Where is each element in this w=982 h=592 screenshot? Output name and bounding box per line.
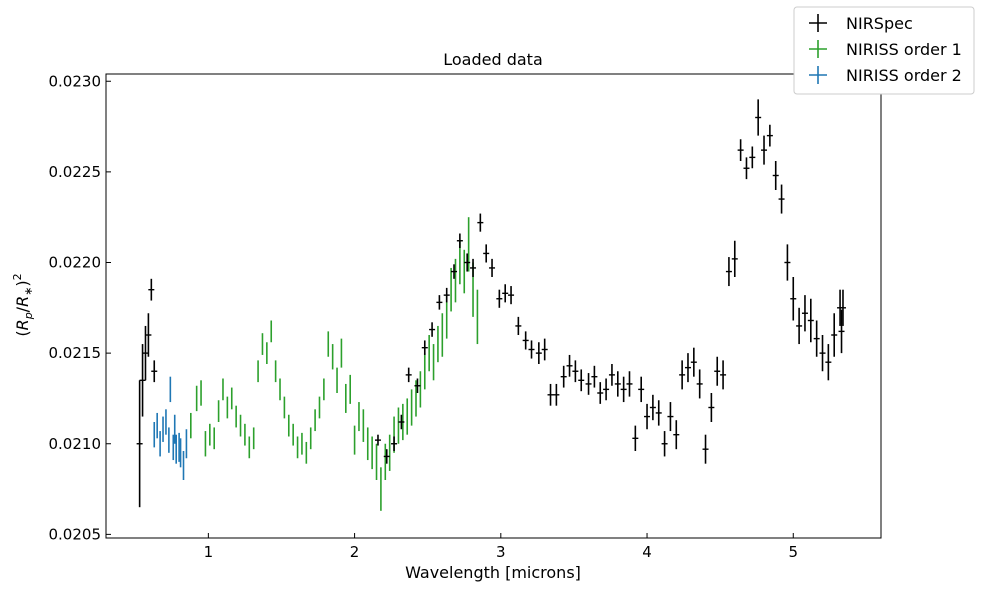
y-axis-label: (Rp/R∗)2 (11, 273, 35, 336)
series-niriss-order-2 (153, 376, 188, 480)
x-axis-label: Wavelength [microns] (405, 563, 581, 582)
y-tick-label: 0.0205 (49, 525, 102, 543)
y-axis: 0.0205 0.0210 0.0215 0.0220 0.0225 0.0230 (49, 72, 111, 543)
y-tick-label: 0.0220 (49, 254, 102, 272)
x-tick-label: 3 (496, 543, 506, 561)
x-tick-label: 5 (788, 543, 798, 561)
legend-label: NIRSpec (846, 14, 913, 33)
y-label-num: R (13, 319, 32, 330)
x-tick-label: 4 (642, 543, 652, 561)
legend: NIRSpec NIRISS order 1 NIRISS order 2 (793, 6, 975, 95)
y-label-sup: 2 (11, 273, 24, 280)
y-tick-label: 0.0230 (49, 72, 102, 90)
x-tick-label: 2 (350, 543, 360, 561)
y-tick-label: 0.0215 (49, 344, 102, 362)
y-tick-label: 0.0225 (49, 163, 102, 181)
legend-box (793, 6, 975, 95)
legend-label: NIRISS order 2 (846, 66, 962, 85)
series-nirspec (136, 99, 846, 508)
y-label-den-sub: ∗ (22, 287, 35, 296)
y-label-slash: / (13, 306, 32, 312)
y-tick-label: 0.0210 (49, 435, 102, 453)
y-label-den: R (13, 296, 32, 307)
plot-frame (105, 73, 882, 539)
legend-label: NIRISS order 1 (846, 40, 962, 59)
series-niriss-order-1 (190, 217, 479, 511)
y-label-open: ( (13, 330, 32, 336)
x-axis: 1 2 3 4 5 (204, 533, 798, 561)
chart-title: Loaded data (443, 50, 543, 69)
x-tick-label: 1 (204, 543, 214, 561)
plot-area (136, 99, 846, 511)
y-label-close: ) (13, 280, 32, 286)
y-label-num-sub: p (22, 312, 35, 320)
